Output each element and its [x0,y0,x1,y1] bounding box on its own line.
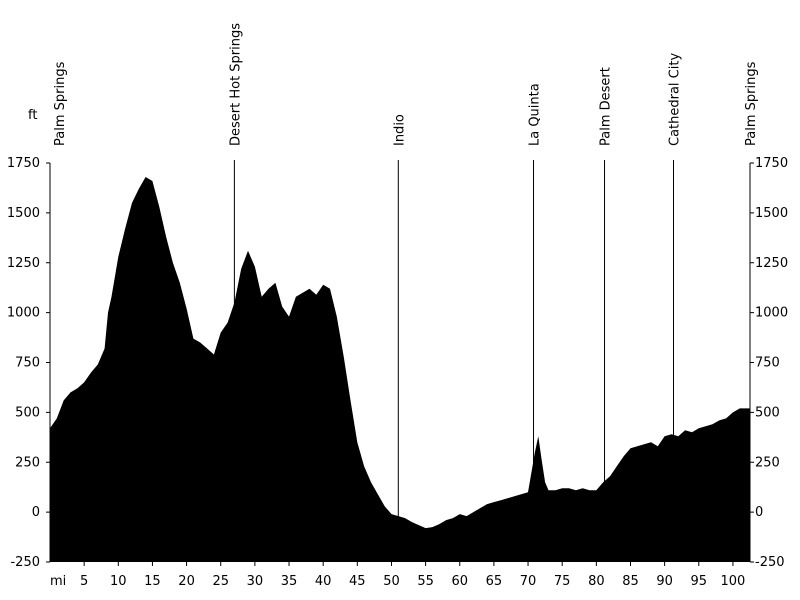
y-tick-label-left: 500 [15,405,40,420]
x-tick-label: 85 [622,574,639,589]
x-tick-label: 30 [247,574,264,589]
x-tick-label: 90 [656,574,673,589]
x-tick-label: 70 [520,574,537,589]
x-tick-label: 65 [486,574,503,589]
y-tick-label-left: 1000 [7,306,40,321]
y-tick-label-right: 0 [755,505,763,520]
x-tick-label: 35 [281,574,298,589]
waypoint-label: Indio [392,114,407,146]
x-tick-label: 75 [554,574,571,589]
x-tick-label: 20 [178,574,195,589]
waypoint-label: Palm Springs [744,61,759,146]
y-tick-label-right: 750 [755,356,780,371]
x-tick-label: 45 [349,574,366,589]
y-tick-label-left: 1250 [7,256,40,271]
x-tick-label: 80 [588,574,605,589]
y-tick-label-left: -250 [10,555,40,570]
y-tick-label-right: 1250 [755,256,788,271]
y-tick-label-left: 250 [15,455,40,470]
y-tick-label-left: 0 [32,505,40,520]
x-tick-label: 25 [212,574,229,589]
elevation-area [50,177,750,562]
waypoint-label: Palm Desert [599,67,614,146]
waypoint-label: Palm Springs [53,61,68,146]
y-tick-label-right: -250 [755,555,785,570]
x-tick-label: 60 [451,574,468,589]
waypoint-label: Cathedral City [668,53,683,146]
y-tick-label-right: 500 [755,405,780,420]
y-tick-label-right: 1750 [755,156,788,171]
x-tick-label: 50 [383,574,400,589]
waypoint-markers: Palm Springs Desert Hot Springs Indio La Qu… [53,23,759,562]
y-tick-label-right: 250 [755,455,780,470]
y-axis-unit-label: ft [28,108,37,123]
x-tick-label: 10 [110,574,127,589]
y-tick-label-left: 750 [15,356,40,371]
x-tick-label: 100 [721,574,746,589]
waypoint-label: Desert Hot Springs [228,23,243,146]
x-tick-label: 55 [417,574,434,589]
y-tick-label-left: 1500 [7,206,40,221]
y-tick-label-right: 1500 [755,206,788,221]
x-tick-label: 95 [691,574,708,589]
x-tick-label: 15 [144,574,161,589]
y-tick-label-left: 1750 [7,156,40,171]
x-tick-label: 5 [80,574,88,589]
y-tick-label-right: 1000 [755,306,788,321]
waypoint-label: La Quinta [528,83,543,146]
x-axis-unit-label: mi [50,574,66,589]
x-tick-label: 40 [315,574,332,589]
